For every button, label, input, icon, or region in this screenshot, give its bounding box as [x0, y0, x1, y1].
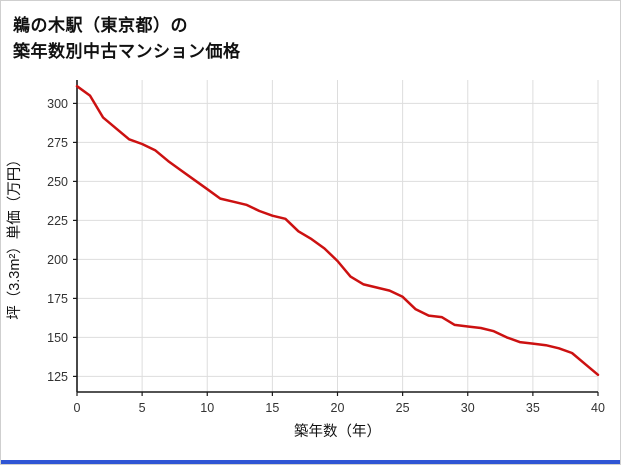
chart-title-line-1: 鵜の木駅（東京都）の — [13, 16, 188, 35]
svg-text:300: 300 — [47, 97, 68, 111]
svg-text:10: 10 — [200, 401, 214, 415]
svg-text:30: 30 — [461, 401, 475, 415]
chart-area: 125 150 175 200 225 250 275 300 0 5 10 15 20 25 30 35 40… — [1, 68, 620, 446]
svg-text:225: 225 — [47, 214, 68, 228]
svg-text:35: 35 — [526, 401, 540, 415]
y-axis-label: 坪（3.3m²）単価（万円） — [6, 152, 23, 320]
svg-text:150: 150 — [47, 331, 68, 345]
chart-canvas: 125 150 175 200 225 250 275 300 0 5 10 15 20 25 30 35 40… — [6, 79, 605, 440]
svg-text:175: 175 — [47, 292, 68, 306]
svg-text:0: 0 — [74, 401, 81, 415]
gridlines — [77, 79, 599, 392]
svg-text:125: 125 — [47, 370, 68, 384]
svg-text:25: 25 — [396, 401, 410, 415]
chart-title: 鵜の木駅（東京都）の 築年数別中古マンション価格 — [1, 1, 620, 68]
svg-text:250: 250 — [47, 175, 68, 189]
bottom-accent-bar — [1, 460, 620, 464]
price-line — [75, 84, 600, 376]
svg-text:5: 5 — [139, 401, 146, 415]
svg-text:15: 15 — [265, 401, 279, 415]
tick-marks — [73, 102, 599, 396]
svg-text:40: 40 — [591, 401, 605, 415]
y-tick-labels: 125 150 175 200 225 250 275 300 — [47, 97, 68, 384]
chart-title-line-2: 築年数別中古マンション価格 — [13, 42, 241, 62]
svg-text:275: 275 — [47, 136, 68, 150]
x-axis-label: 築年数（年） — [294, 422, 381, 440]
x-tick-labels: 0 5 10 15 20 25 30 35 40 — [74, 401, 605, 415]
svg-text:200: 200 — [47, 253, 68, 267]
svg-text:20: 20 — [331, 401, 345, 415]
